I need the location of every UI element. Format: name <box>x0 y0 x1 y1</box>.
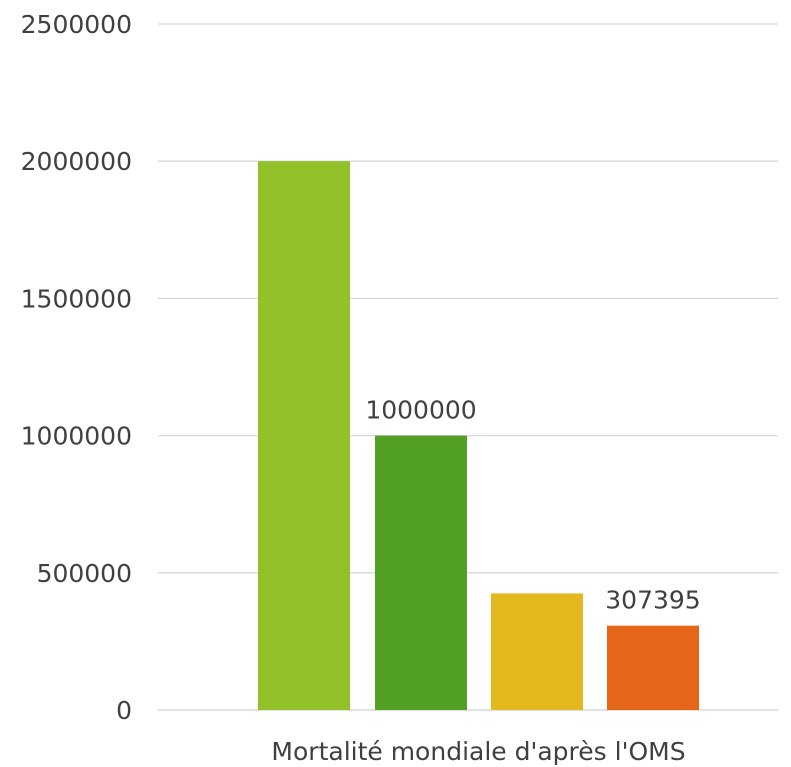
y-tick-label: 2500000 <box>21 10 132 39</box>
bar <box>491 593 583 710</box>
y-tick-label: 2000000 <box>21 147 132 176</box>
y-tick-label: 1000000 <box>21 422 132 451</box>
y-tick-label: 1500000 <box>21 284 132 313</box>
bars <box>258 161 699 710</box>
y-tick-label: 500000 <box>37 559 132 588</box>
data-label: 1000000 <box>365 396 476 425</box>
data-label: 307395 <box>605 586 700 615</box>
bar <box>375 435 467 710</box>
y-axis-tick-labels: 0 500000 1000000 1500000 2000000 2500000 <box>21 10 132 725</box>
category-label: Mortalité mondiale d'après l'OMS <box>271 737 685 766</box>
y-tick-label: 0 <box>116 696 132 725</box>
x-axis-category-labels: Mortalité mondiale d'après l'OMS <box>271 737 685 766</box>
bar <box>258 161 350 710</box>
data-labels: 1000000 307395 <box>365 396 700 615</box>
bar <box>607 625 699 710</box>
